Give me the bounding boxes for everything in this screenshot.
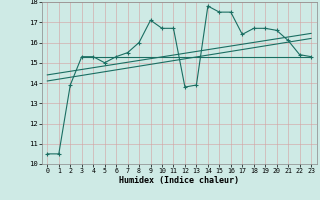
X-axis label: Humidex (Indice chaleur): Humidex (Indice chaleur) [119,176,239,185]
